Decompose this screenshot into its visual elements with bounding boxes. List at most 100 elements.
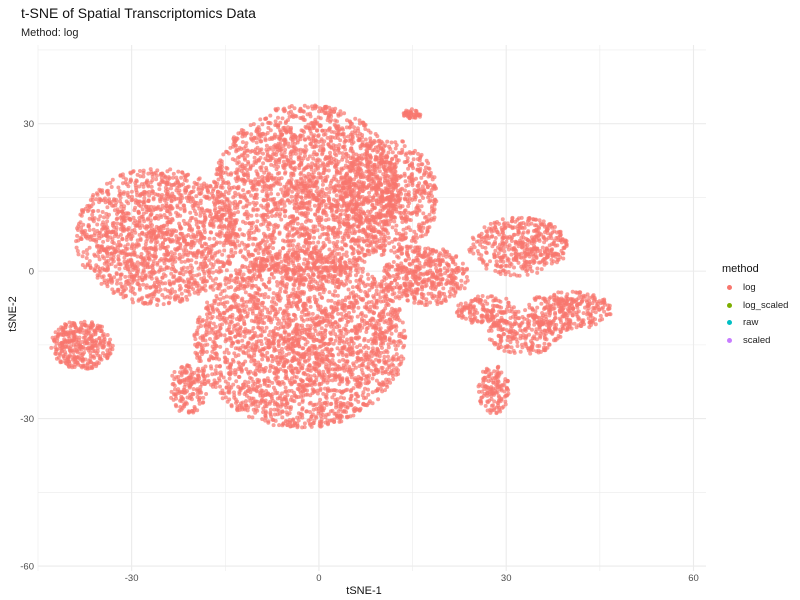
data-point	[261, 252, 266, 257]
data-point	[336, 230, 341, 235]
data-point	[307, 295, 312, 300]
data-point	[242, 212, 247, 217]
data-point	[261, 406, 266, 411]
data-point	[314, 297, 319, 302]
data-point	[240, 368, 244, 373]
data-point	[262, 170, 267, 175]
data-point	[320, 246, 324, 251]
data-point	[245, 148, 250, 153]
data-point	[256, 305, 261, 310]
data-point	[232, 203, 237, 208]
data-points	[49, 103, 613, 430]
data-point	[229, 404, 234, 409]
data-point	[300, 398, 305, 403]
data-point	[294, 147, 299, 152]
data-point	[336, 113, 341, 118]
data-point	[247, 278, 252, 283]
data-point	[356, 128, 361, 133]
data-point	[299, 195, 304, 200]
data-point	[363, 381, 368, 386]
data-point	[272, 300, 277, 305]
data-point	[228, 145, 233, 150]
data-point	[321, 352, 326, 357]
data-point	[287, 322, 292, 327]
data-point	[318, 144, 323, 149]
data-point	[373, 323, 377, 328]
data-point	[316, 265, 321, 270]
data-point	[211, 347, 216, 351]
data-point	[306, 260, 311, 265]
data-point	[302, 103, 307, 108]
data-point	[330, 395, 335, 400]
data-point	[302, 306, 307, 311]
data-point	[267, 249, 272, 254]
data-point	[278, 148, 283, 153]
data-point	[354, 359, 359, 364]
data-point	[277, 214, 282, 219]
data-point	[386, 342, 391, 347]
data-point	[342, 326, 346, 331]
data-point	[308, 304, 313, 309]
data-point	[390, 356, 395, 361]
data-point	[315, 179, 319, 184]
data-point	[291, 282, 296, 287]
data-point	[249, 132, 254, 137]
data-point	[336, 272, 341, 276]
data-point	[342, 111, 347, 116]
data-point	[382, 336, 387, 340]
data-point	[331, 197, 336, 202]
data-point	[218, 297, 223, 302]
data-point	[333, 135, 338, 140]
data-point	[282, 313, 287, 318]
data-point	[347, 119, 352, 124]
data-point	[235, 276, 240, 281]
data-point	[359, 367, 364, 372]
data-point	[286, 256, 291, 261]
data-point	[356, 305, 361, 310]
data-point	[282, 203, 287, 208]
data-point	[270, 214, 274, 218]
data-point	[205, 373, 210, 378]
data-point	[306, 211, 310, 216]
data-point	[280, 207, 285, 212]
data-point	[292, 206, 297, 211]
data-point	[271, 385, 276, 390]
data-point	[339, 311, 344, 316]
data-point	[243, 345, 248, 350]
data-point	[261, 300, 266, 305]
data-point	[237, 227, 242, 232]
data-point	[369, 299, 374, 304]
data-point	[359, 250, 364, 255]
data-point	[333, 261, 338, 266]
data-point	[330, 408, 335, 413]
data-point	[213, 324, 218, 329]
data-point	[220, 185, 225, 190]
data-point	[316, 322, 321, 327]
data-point	[327, 127, 332, 132]
data-point	[195, 344, 200, 349]
data-point	[283, 397, 288, 402]
data-point	[265, 376, 270, 381]
data-point	[323, 378, 328, 383]
data-point	[336, 246, 341, 251]
data-point	[383, 306, 388, 311]
data-point	[291, 221, 296, 226]
data-point	[317, 205, 322, 210]
data-point	[289, 376, 294, 381]
data-point	[254, 388, 259, 393]
data-point	[266, 178, 270, 183]
data-point	[289, 109, 293, 114]
data-point	[210, 314, 215, 319]
data-point	[292, 399, 297, 404]
data-point	[234, 379, 239, 384]
data-point	[271, 423, 276, 428]
data-point	[315, 175, 320, 180]
data-point	[296, 370, 301, 375]
data-point	[307, 236, 312, 241]
data-point	[297, 402, 302, 407]
data-point	[274, 293, 279, 298]
data-point	[394, 352, 399, 357]
data-point	[337, 382, 342, 387]
data-point	[331, 361, 336, 366]
data-point	[225, 166, 230, 171]
